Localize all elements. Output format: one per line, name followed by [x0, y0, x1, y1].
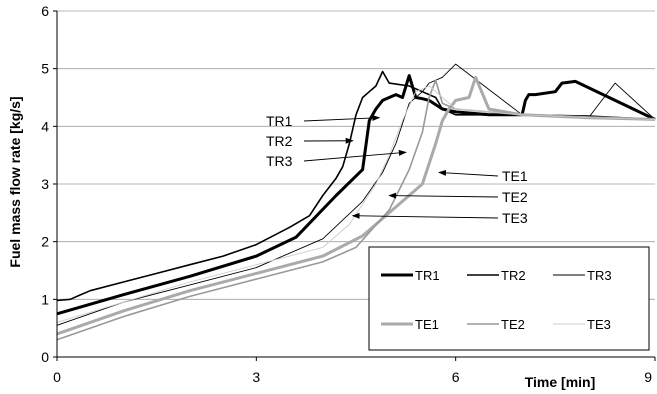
legend-label-tr1: TR1: [415, 268, 440, 283]
annotation-te2: TE2: [502, 189, 528, 205]
y-tick-label: 1: [41, 291, 49, 307]
x-tick-label: 0: [53, 369, 61, 385]
series-lines: [56, 63, 656, 341]
annotation-te1: TE1: [502, 168, 528, 184]
annotation-tr2: TR2: [266, 133, 293, 149]
annotation-tr3: TR3: [266, 153, 293, 169]
legend-label-te2: TE2: [501, 317, 525, 332]
series-line-te1: [56, 75, 656, 336]
annotations: TR1 TR2 TR3 TE1 TE2 TE3: [266, 113, 528, 226]
series-line-te3: [56, 85, 656, 323]
legend-label-tr3: TR3: [587, 268, 612, 283]
legend-box: [368, 246, 650, 351]
series-line-tr3: [56, 63, 656, 326]
legend-label-te3: TE3: [587, 317, 611, 332]
annotation-arrow: [303, 114, 381, 122]
y-axis-label: Fuel mass flow rate [kg/s]: [7, 96, 23, 267]
y-tick-label: 2: [41, 234, 49, 250]
x-tick-label: 9: [644, 369, 652, 385]
annotation-arrow: [303, 149, 407, 162]
y-tick-label: 4: [41, 118, 49, 134]
annotation-arrow: [388, 192, 499, 199]
tick-labels: 0 1 2 3 4 5 6 0 3 6 9: [41, 3, 656, 385]
y-tick-label: 6: [41, 3, 49, 19]
y-tick-label: 0: [41, 349, 49, 365]
annotation-te3: TE3: [502, 210, 528, 226]
annotation-arrow: [438, 169, 499, 177]
series-line-tr1: [56, 74, 656, 316]
annotation-arrow: [351, 212, 499, 219]
y-tick-label: 5: [41, 61, 49, 77]
legend-label-te1: TE1: [415, 317, 439, 332]
annotation-tr1: TR1: [266, 113, 293, 129]
legend: TR1 TR2 TR3 TE1 TE2 TE3: [368, 246, 650, 351]
x-axis-label: Time [min]: [525, 374, 596, 390]
legend-label-tr2: TR2: [501, 268, 526, 283]
x-tick-label: 6: [452, 369, 460, 385]
series-line-tr2: [56, 70, 656, 302]
y-tick-label: 3: [41, 176, 49, 192]
x-tick-label: 3: [252, 369, 260, 385]
